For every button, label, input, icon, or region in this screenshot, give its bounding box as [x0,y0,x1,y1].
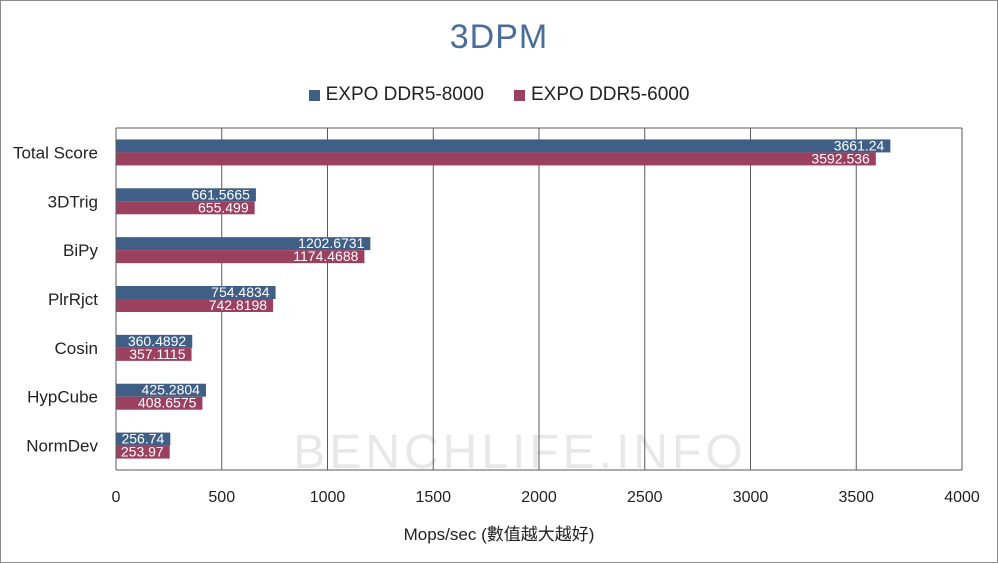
data-label-series1-5: 425.2804 [142,382,201,398]
data-label-series1-2: 1202.6731 [298,235,364,251]
data-label-series1-3: 754.4834 [211,284,270,300]
bar-series2-5 [116,396,203,410]
data-label-series1-4: 360.4892 [128,333,187,349]
data-label-series1-1: 661.5665 [192,186,251,202]
chart-legend: EXPO DDR5-8000 EXPO DDR5-6000 [0,84,998,106]
x-tick-label-0: 0 [112,489,121,506]
bar-series1-6 [116,432,171,446]
data-label-series2-2: 1174.4688 [293,248,358,264]
category-label-5: HypCube [27,388,98,407]
bar-series1-3 [116,286,276,299]
bar-series2-6 [116,445,170,459]
bar-series1-4 [116,334,193,348]
category-label-1: 3DTrig [48,192,98,211]
category-label-4: Cosin [55,339,98,358]
category-label-6: NormDev [26,437,98,456]
bar-series2-2 [116,250,365,264]
bar-series1-0 [116,139,891,153]
data-label-series2-4: 357.1115 [129,346,186,362]
data-label-series2-6: 253.97 [121,444,164,460]
bar-series1-5 [116,383,206,397]
data-label-series2-0: 3592.536 [811,150,870,166]
category-label-2: BiPy [63,241,98,260]
chart-title: 3DPM [449,18,549,56]
x-tick-label-1000: 1000 [310,489,346,506]
category-label-0: Total Score [13,143,98,162]
bar-series1-2 [116,237,371,251]
legend-item-series-1: EXPO DDR5-8000 [308,84,484,106]
x-tick-label-4000: 4000 [944,489,980,506]
data-label-series2-3: 742.8198 [209,297,268,313]
category-label-3: PlrRjct [48,290,98,309]
bar-series2-0 [116,152,876,166]
legend-label-series-1: EXPO DDR5-8000 [325,84,484,105]
bar-series2-1 [116,201,255,215]
x-tick-label-2000: 2000 [521,489,557,506]
legend-swatch-series-1 [308,89,320,101]
watermark-text: BENCHLIFE.INFO [293,426,746,479]
data-label-series1-6: 256.74 [121,431,164,447]
x-tick-label-3000: 3000 [733,489,769,506]
x-tick-label-1500: 1500 [415,489,451,506]
x-tick-label-500: 500 [208,489,235,506]
x-tick-label-3500: 3500 [838,489,874,506]
bar-series2-4 [116,347,192,361]
legend-swatch-series-2 [514,89,525,101]
bar-series1-1 [116,188,256,202]
data-label-series1-0: 3661.24 [834,137,885,153]
x-tick-label-2500: 2500 [627,489,663,506]
bar-series2-3 [116,299,274,312]
legend-label-series-2: EXPO DDR5-6000 [531,84,690,105]
legend-item-series-2: EXPO DDR5-6000 [514,84,689,106]
x-axis-title: Mops/sec (數值越大越好) [403,525,595,544]
data-label-series2-1: 655.499 [198,199,249,215]
data-label-series2-5: 408.6575 [138,395,197,411]
